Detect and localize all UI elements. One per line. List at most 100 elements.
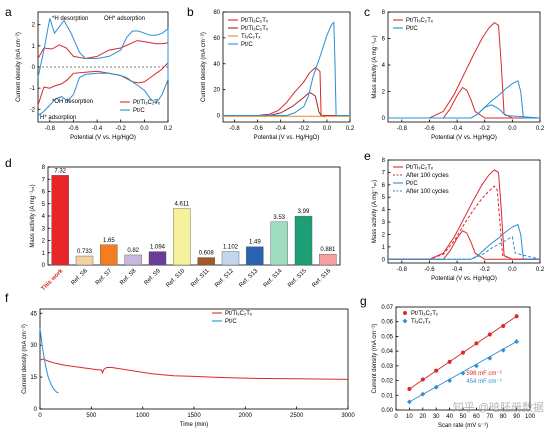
data-point	[447, 359, 452, 364]
bar	[270, 221, 288, 266]
legend-label: Pt/C	[406, 26, 418, 32]
x-tick-label: 1500	[187, 413, 201, 419]
y-tick-label: 0	[217, 114, 221, 120]
x-tick-label: 0.2	[164, 126, 173, 132]
data-point	[500, 347, 506, 353]
x-tick-label: -0.8	[397, 126, 408, 132]
legend-label: Pt/C	[133, 108, 145, 114]
x-tick-label: -0.2	[299, 126, 310, 132]
x-category-label: Ref. S9	[144, 268, 163, 287]
y-tick-label: 1	[32, 44, 36, 50]
x-category-label: Ref. S6	[71, 268, 90, 287]
y-tick-label: 7	[42, 177, 46, 183]
y-tick-label: 0	[382, 257, 386, 263]
x-tick-label: -0.4	[276, 126, 287, 132]
y-tick-label: 0.05	[381, 334, 393, 340]
bar-value-label: 7.32	[54, 168, 66, 174]
x-tick-label: 70	[486, 414, 493, 420]
x-tick-label: 2000	[239, 413, 253, 419]
y-tick-label: 0	[32, 65, 36, 71]
x-tick-label: 30	[433, 414, 440, 420]
series-line	[37, 40, 169, 106]
x-tick-label: -0.8	[45, 126, 56, 132]
bar-value-label: 3.99	[298, 209, 310, 215]
bar-value-label: 1.102	[223, 245, 239, 251]
y-tick-label: 0	[34, 407, 38, 413]
y-tick-label: 8	[382, 10, 386, 16]
panel-letter-g: g	[360, 294, 367, 308]
data-point	[514, 314, 519, 319]
watermark-text: 知乎 @暗胚册数据	[453, 400, 544, 414]
x-tick-label: 0.2	[536, 267, 545, 273]
y-tick-label: 60	[213, 36, 220, 42]
panel-d: 0 1 2 3 4 5 6 7 8 Mass activity (A mg⁻¹ₚₜ) 7.32 Thi…	[30, 165, 341, 292]
y-tick-label: 0.06	[381, 320, 393, 326]
y-axis-label: Mass activity (A mg⁻¹ₚₜ)	[30, 184, 36, 247]
annotation: 454 mF cm⁻²	[466, 379, 501, 385]
series-line	[39, 358, 349, 380]
y-tick-label: 3	[382, 220, 386, 226]
y-axis-label: Current density (mA cm⁻²)	[22, 324, 28, 394]
panel-letter-f: f	[5, 291, 9, 305]
y-axis-label: Mass activity (A mg⁻¹ₚₜ)	[372, 180, 378, 243]
y-tick-label: 0.00	[381, 408, 393, 414]
x-axis-label: Potential (V vs. Hg/HgO)	[431, 135, 497, 141]
plot-frame	[39, 308, 349, 410]
bar	[75, 255, 94, 266]
y-tick-label: 2	[32, 23, 36, 29]
panel-f: 0 500 1000 1500 2000 2500 3000 0 15 30 45 Time (min…	[22, 308, 355, 428]
x-axis-label: Potential (V vs. Hg/HgO)	[254, 135, 320, 141]
y-tick-label: 15	[30, 375, 37, 381]
y-tick-label: 1	[42, 251, 46, 257]
data-point	[487, 332, 492, 337]
x-category-label: Ref. S8	[119, 268, 138, 287]
data-point	[447, 378, 452, 383]
x-tick-label: 40	[446, 414, 453, 420]
plot-frame	[222, 11, 351, 123]
series-line	[388, 185, 540, 260]
x-tick-label: -0.8	[397, 267, 408, 273]
x-tick-label: -0.2	[116, 126, 127, 132]
series-line	[388, 104, 541, 119]
data-point	[474, 341, 479, 346]
data-point	[501, 323, 506, 328]
y-tick-label: 4	[382, 63, 386, 69]
y-tick-label: 0.03	[381, 364, 393, 370]
annotation: H* adsorption	[40, 115, 76, 121]
bar	[319, 254, 337, 266]
x-tick-label: -0.8	[229, 126, 240, 132]
data-point	[487, 355, 493, 361]
data-point	[474, 363, 479, 369]
x-axis-label: Potential (V vs. Hg/HgO)	[431, 276, 497, 282]
y-tick-label: 1	[382, 245, 386, 251]
legend-label: Pt/Ti₃C₂Tₓ	[225, 311, 252, 317]
annotation: *OH desorption	[52, 99, 93, 105]
series-line	[388, 236, 541, 260]
legend-label: Ti₃C₂Tₓ	[411, 319, 431, 325]
annotation: *H desorption	[52, 16, 88, 22]
panel-letter-e: e	[364, 149, 371, 163]
x-tick-label: 0.2	[536, 126, 545, 132]
y-tick-label: 0.01	[381, 393, 393, 399]
legend-label: Pt/Ti₃C₂Tₓ	[241, 26, 268, 32]
bar	[100, 244, 118, 266]
legend-label: Pt/C	[241, 42, 253, 48]
series-line	[388, 223, 540, 260]
data-point	[407, 386, 412, 391]
legend-label: Pt/Ti₃C₂Tₓ	[133, 100, 160, 106]
y-axis-label: Current density (mA cm⁻²)	[201, 32, 207, 102]
plot-frame	[387, 11, 541, 123]
legend-label: Pt/Ti₃C₂Tₓ	[406, 165, 433, 171]
panel-letter-b: b	[187, 5, 194, 19]
bar-value-label: 3.53	[273, 215, 285, 221]
x-tick-label: 0.0	[140, 126, 149, 132]
y-tick-label: 6	[42, 190, 46, 196]
annotation: 598 mF cm⁻²	[466, 371, 501, 377]
data-point	[461, 350, 465, 355]
data-point	[460, 370, 466, 376]
panel-b: -0.8 -0.6 -0.4 -0.2 0.0 0.2 0 20 40 60 80 Potential…	[201, 10, 355, 141]
x-tick-label: 90	[513, 414, 520, 420]
y-tick-label: 4	[42, 214, 46, 220]
data-point	[434, 368, 439, 373]
series-line	[388, 86, 540, 119]
